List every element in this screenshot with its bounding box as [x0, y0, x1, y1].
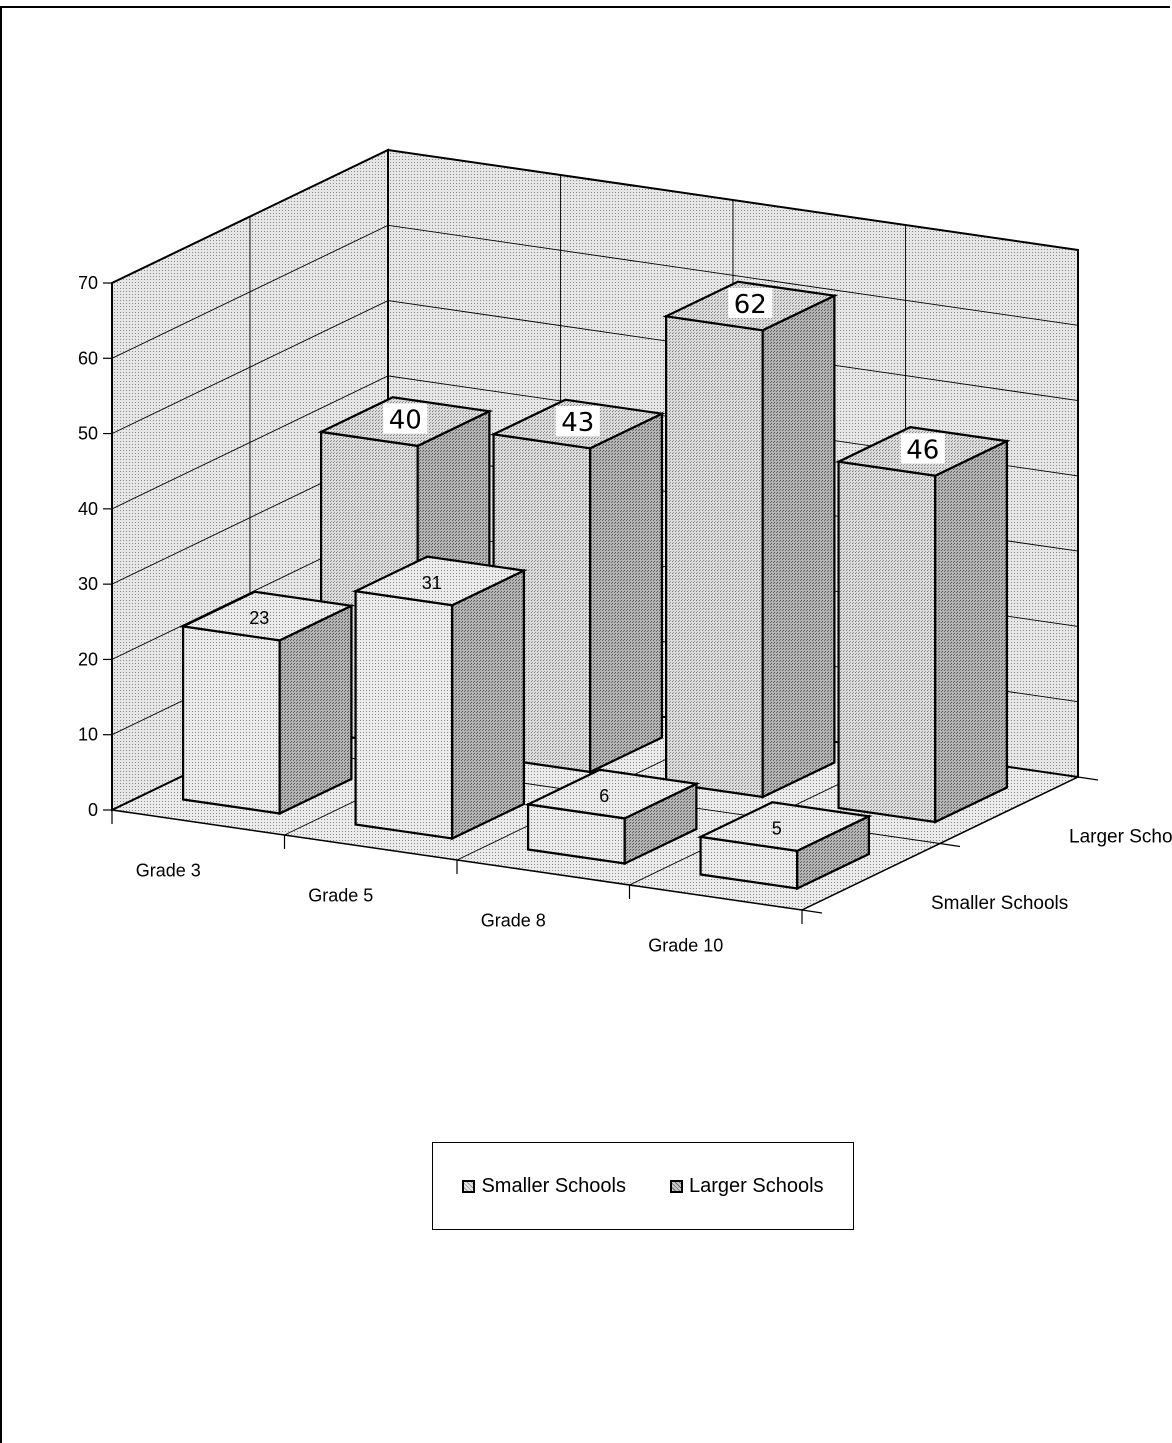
- series-axis-label-1: Larger Schools: [1069, 826, 1172, 847]
- category-label-1: Grade 5: [308, 886, 373, 906]
- gridline-5: [111, 300, 1079, 435]
- bar-side: [761, 293, 836, 799]
- bar-front: [354, 589, 454, 840]
- gridline-6: [111, 224, 1079, 359]
- data-label-bg: [900, 433, 945, 464]
- ztick-mark-0: [801, 909, 823, 914]
- legend: Smaller Schools Larger Schools: [432, 1142, 854, 1230]
- bar-top: [351, 555, 528, 607]
- ztick-mark-1: [939, 842, 961, 848]
- bar-side: [278, 604, 353, 816]
- data-label-larger-3: 46: [906, 435, 939, 465]
- bar-smaller-2: 6: [524, 768, 701, 866]
- bar-front: [837, 460, 937, 824]
- ytick-label-1: 10: [78, 725, 98, 745]
- ztick-mark-2: [1077, 776, 1099, 781]
- legend-label-smaller: Smaller Schools: [481, 1174, 626, 1197]
- ytick-label-2: 20: [78, 649, 98, 669]
- ytick-label-4: 40: [78, 499, 98, 519]
- chart-frame: [0, 6, 1170, 1443]
- data-label-larger-0: 40: [389, 406, 422, 436]
- bar-larger-2: 62: [662, 280, 839, 799]
- axis-labels: 0 10 20 30 40 50 60 70 Grade 3 Grade 5 Grade 8 Grad…: [78, 273, 1172, 956]
- bar-smaller-0: 23: [179, 590, 356, 816]
- bar-larger-3: 46: [834, 425, 1011, 824]
- data-label-smaller-0: 23: [249, 608, 269, 628]
- category-label-0: Grade 3: [136, 861, 201, 881]
- gridline-4: [111, 375, 1079, 510]
- ytick-label-7: 70: [78, 273, 98, 293]
- bar-front: [182, 625, 281, 815]
- gridline-7: [111, 149, 1079, 284]
- data-label-bg: [728, 287, 773, 318]
- data-label-smaller-2: 6: [599, 786, 609, 806]
- axes: [103, 282, 1099, 924]
- ytick-label-0: 0: [88, 800, 98, 820]
- legend-item-larger: Larger Schools: [669, 1174, 824, 1198]
- bar-side: [934, 439, 1009, 824]
- bar-smaller-3: 5: [696, 801, 873, 891]
- legend-item-smaller: Smaller Schools: [462, 1175, 626, 1198]
- legend-swatch-larger: [669, 1179, 683, 1193]
- data-label-bg: [555, 406, 600, 437]
- bars: 40 43 62 46 23 31 6 5: [179, 280, 1011, 891]
- data-label-larger-1: 43: [561, 408, 594, 438]
- bar-top: [179, 590, 356, 642]
- bar-top: [524, 768, 701, 820]
- series-axis-label-0: Smaller Schools: [931, 893, 1068, 914]
- data-label-smaller-3: 5: [772, 819, 782, 839]
- category-label-2: Grade 8: [481, 911, 546, 931]
- data-label-bg: [383, 403, 428, 434]
- ytick-label-5: 50: [78, 424, 98, 444]
- data-label-smaller-1: 31: [422, 573, 442, 593]
- legend-label-larger: Larger Schools: [688, 1174, 824, 1197]
- legend-swatch-smaller: [462, 1179, 476, 1193]
- bar-smaller-1: 31: [351, 555, 528, 841]
- ytick-label-3: 30: [78, 574, 98, 594]
- bar-side: [451, 568, 526, 841]
- ytick-label-6: 60: [78, 348, 98, 368]
- bar-side: [589, 411, 664, 774]
- data-label-larger-2: 62: [734, 290, 767, 320]
- bar-top: [696, 801, 873, 853]
- bar-front: [664, 315, 764, 799]
- category-label-3: Grade 10: [648, 936, 723, 956]
